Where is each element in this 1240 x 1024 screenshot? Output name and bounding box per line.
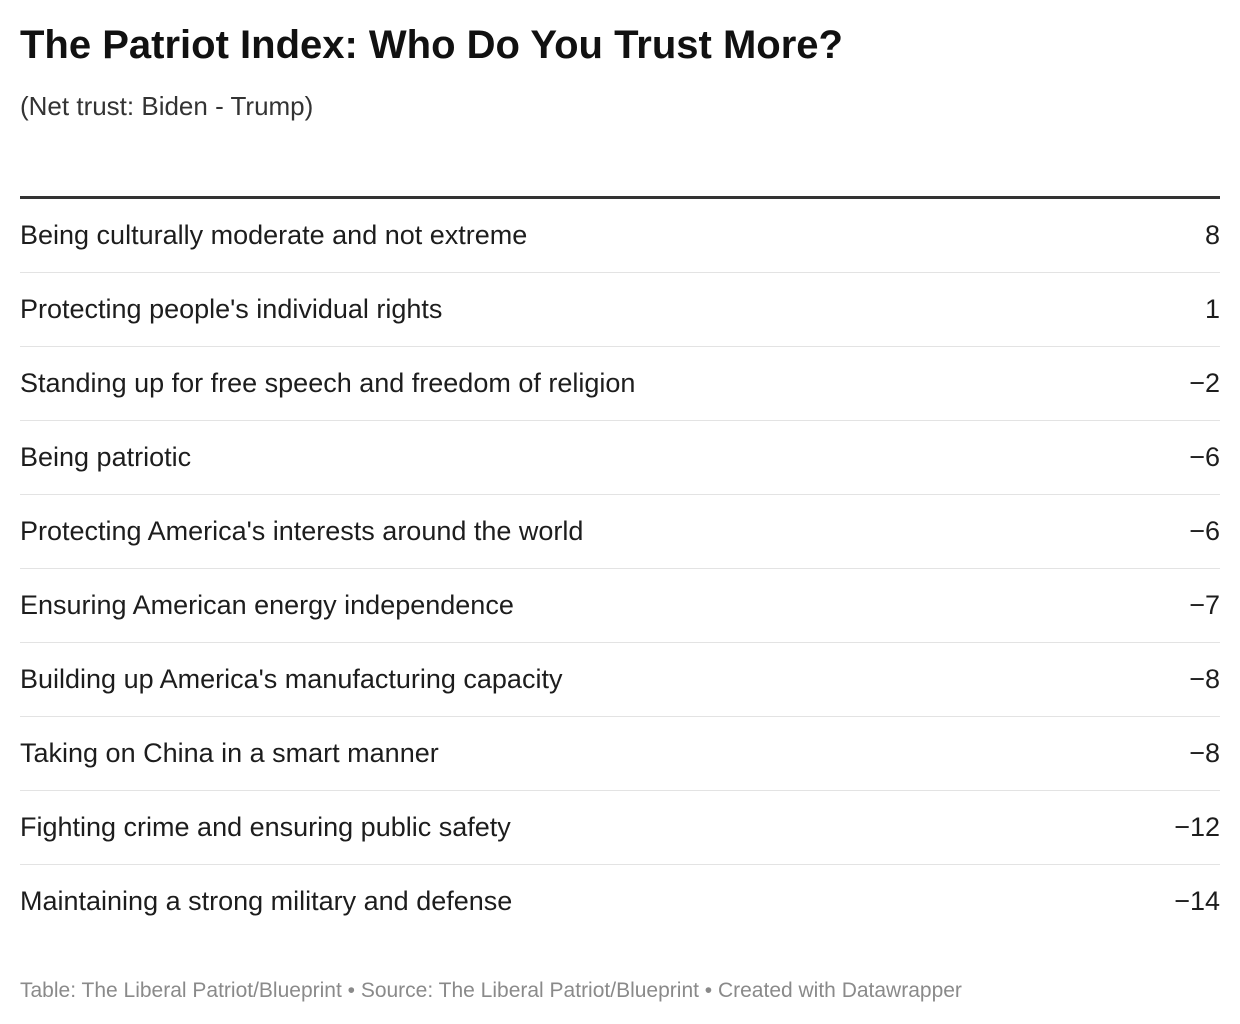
row-label: Being patriotic xyxy=(20,442,192,472)
row-value: −12 xyxy=(1174,812,1220,842)
row-value: −14 xyxy=(1174,886,1220,916)
chart-title: The Patriot Index: Who Do You Trust More… xyxy=(20,23,843,67)
chart-footer: Table: The Liberal Patriot/Blueprint • S… xyxy=(20,979,962,1002)
row-label: Ensuring American energy independence xyxy=(20,590,514,620)
row-label: Building up America's manufacturing capa… xyxy=(20,664,563,694)
row-label: Maintaining a strong military and defens… xyxy=(20,886,513,916)
table-row: Standing up for free speech and freedom … xyxy=(20,347,1220,421)
table-row: Building up America's manufacturing capa… xyxy=(20,643,1220,717)
data-table: Being culturally moderate and not extrem… xyxy=(20,196,1220,938)
row-value: 8 xyxy=(1204,220,1220,250)
row-value: −7 xyxy=(1189,590,1220,620)
table-row: Taking on China in a smart manner −8 xyxy=(20,717,1220,791)
table-row: Fighting crime and ensuring public safet… xyxy=(20,791,1220,865)
chart-subtitle: (Net trust: Biden - Trump) xyxy=(20,91,314,121)
table-row: Ensuring American energy independence −7 xyxy=(20,569,1220,643)
table-row: Maintaining a strong military and defens… xyxy=(20,865,1220,938)
row-label: Protecting people's individual rights xyxy=(20,294,443,324)
row-value: −2 xyxy=(1189,368,1220,398)
row-value: −8 xyxy=(1189,664,1220,694)
row-label: Being culturally moderate and not extrem… xyxy=(20,220,528,250)
row-value: −6 xyxy=(1189,442,1220,472)
row-label: Fighting crime and ensuring public safet… xyxy=(20,812,511,842)
row-value: −6 xyxy=(1189,516,1220,546)
row-label: Standing up for free speech and freedom … xyxy=(20,368,636,398)
table-row: Being culturally moderate and not extrem… xyxy=(20,199,1220,273)
table-row: Being patriotic −6 xyxy=(20,421,1220,495)
row-value: 1 xyxy=(1204,294,1220,324)
table-row: Protecting America's interests around th… xyxy=(20,495,1220,569)
row-value: −8 xyxy=(1189,738,1220,768)
row-label: Protecting America's interests around th… xyxy=(20,516,584,546)
row-label: Taking on China in a smart manner xyxy=(20,738,439,768)
table-row: Protecting people's individual rights 1 xyxy=(20,273,1220,347)
